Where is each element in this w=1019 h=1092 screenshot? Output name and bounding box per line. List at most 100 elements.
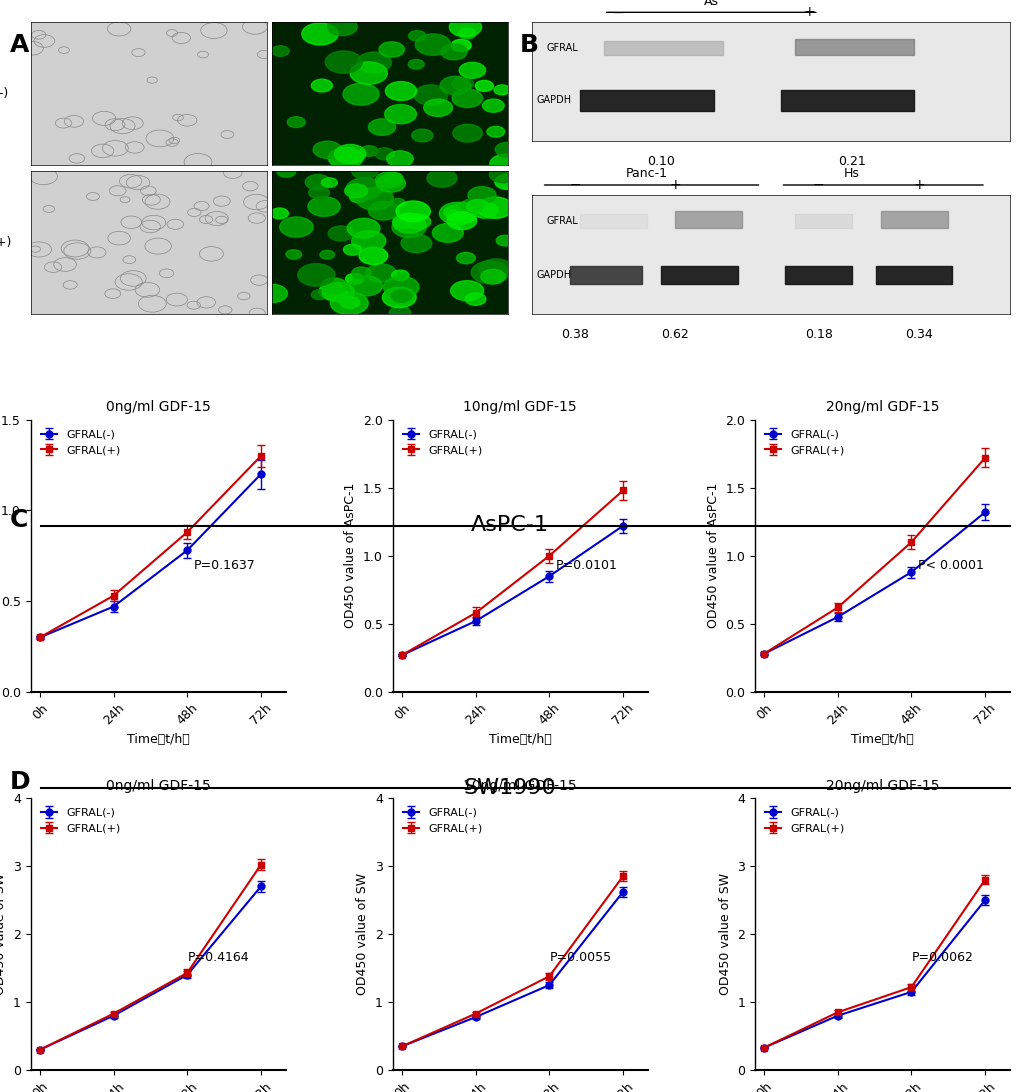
Circle shape	[494, 175, 520, 189]
Circle shape	[302, 23, 338, 45]
Circle shape	[423, 99, 452, 117]
Bar	[660, 266, 737, 284]
Title: 20ng/ml GDF-15: 20ng/ml GDF-15	[824, 401, 938, 414]
Circle shape	[443, 205, 466, 219]
Circle shape	[451, 78, 473, 91]
Text: P=0.1637: P=0.1637	[194, 559, 255, 572]
Circle shape	[406, 214, 430, 229]
Circle shape	[383, 276, 419, 298]
Circle shape	[344, 183, 367, 198]
Circle shape	[311, 80, 332, 92]
Text: AsPC-1: AsPC-1	[471, 515, 548, 535]
Legend: GFRAL(-), GFRAL(+): GFRAL(-), GFRAL(+)	[397, 425, 486, 460]
Text: D: D	[10, 770, 31, 794]
Bar	[785, 266, 851, 284]
Text: P=0.0055: P=0.0055	[549, 951, 611, 964]
Text: GAPDH: GAPDH	[536, 270, 572, 280]
Circle shape	[439, 202, 476, 225]
Circle shape	[352, 164, 377, 179]
Circle shape	[327, 17, 357, 36]
Legend: GFRAL(-), GFRAL(+): GFRAL(-), GFRAL(+)	[36, 425, 124, 460]
Circle shape	[392, 213, 425, 233]
Legend: GFRAL(-), GFRAL(+): GFRAL(-), GFRAL(+)	[759, 804, 848, 838]
Circle shape	[386, 151, 413, 167]
Circle shape	[382, 287, 416, 308]
Bar	[570, 266, 641, 284]
Text: −: −	[611, 5, 624, 20]
X-axis label: Time（t/h）: Time（t/h）	[850, 733, 913, 746]
Text: GAPDH: GAPDH	[536, 95, 572, 106]
Circle shape	[356, 188, 393, 210]
Circle shape	[400, 234, 431, 252]
Circle shape	[450, 39, 471, 51]
Circle shape	[350, 192, 367, 203]
Text: As: As	[703, 0, 718, 8]
Bar	[794, 38, 913, 56]
Text: P=0.4164: P=0.4164	[187, 951, 249, 964]
Bar	[580, 90, 713, 111]
X-axis label: Time（t/h）: Time（t/h）	[126, 733, 190, 746]
Y-axis label: OD450 value of SW: OD450 value of SW	[717, 873, 731, 995]
Text: A: A	[10, 33, 30, 57]
Circle shape	[357, 52, 391, 73]
Circle shape	[479, 259, 513, 280]
Text: P< 0.0001: P< 0.0001	[917, 559, 982, 572]
Circle shape	[325, 51, 362, 73]
Circle shape	[395, 201, 430, 222]
Text: +: +	[803, 5, 814, 20]
Y-axis label: OD450 value of AsPC-1: OD450 value of AsPC-1	[706, 483, 718, 628]
Circle shape	[408, 59, 424, 69]
Circle shape	[482, 99, 503, 112]
Circle shape	[432, 224, 463, 242]
Text: 0.10: 0.10	[646, 155, 675, 168]
Circle shape	[352, 230, 385, 251]
Circle shape	[459, 62, 485, 79]
Circle shape	[320, 250, 334, 259]
Y-axis label: OD450 value of SW: OD450 value of SW	[356, 873, 369, 995]
Circle shape	[366, 264, 396, 282]
Circle shape	[368, 119, 395, 135]
Text: P=0.0101: P=0.0101	[555, 559, 616, 572]
Text: SW1990: SW1990	[464, 778, 555, 797]
Circle shape	[446, 230, 461, 239]
Text: 0.62: 0.62	[661, 328, 689, 341]
Circle shape	[346, 178, 382, 200]
Circle shape	[465, 293, 485, 306]
Circle shape	[391, 289, 412, 302]
Circle shape	[385, 82, 416, 100]
Circle shape	[319, 283, 346, 300]
Circle shape	[343, 245, 362, 256]
Circle shape	[321, 178, 337, 188]
Bar	[794, 214, 851, 228]
Circle shape	[466, 200, 488, 213]
Circle shape	[461, 199, 483, 213]
Circle shape	[496, 235, 514, 246]
Text: GFRAL: GFRAL	[546, 43, 578, 54]
Circle shape	[271, 46, 289, 57]
Title: 10ng/ml GDF-15: 10ng/ml GDF-15	[463, 779, 577, 793]
Circle shape	[346, 218, 379, 238]
Title: 10ng/ml GDF-15: 10ng/ml GDF-15	[463, 401, 577, 414]
Circle shape	[475, 81, 493, 92]
Circle shape	[480, 270, 504, 284]
Bar	[875, 266, 952, 284]
Text: 0.34: 0.34	[904, 328, 932, 341]
Text: Panc-1: Panc-1	[626, 167, 667, 180]
Circle shape	[451, 90, 482, 107]
Circle shape	[375, 171, 401, 188]
Circle shape	[392, 216, 413, 228]
Circle shape	[334, 144, 366, 164]
Circle shape	[308, 197, 340, 216]
Text: P=0.0062: P=0.0062	[911, 951, 972, 964]
Text: 0.21: 0.21	[838, 155, 865, 168]
Bar	[880, 211, 947, 228]
Text: GFRAL: GFRAL	[546, 216, 578, 226]
Text: −: −	[812, 178, 823, 192]
Circle shape	[412, 129, 432, 142]
Circle shape	[374, 147, 394, 159]
Circle shape	[390, 199, 405, 207]
Circle shape	[345, 273, 364, 284]
Circle shape	[257, 284, 287, 302]
Bar	[580, 214, 646, 228]
Circle shape	[350, 62, 387, 84]
